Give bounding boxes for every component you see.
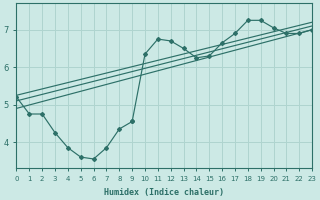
X-axis label: Humidex (Indice chaleur): Humidex (Indice chaleur) — [104, 188, 224, 197]
